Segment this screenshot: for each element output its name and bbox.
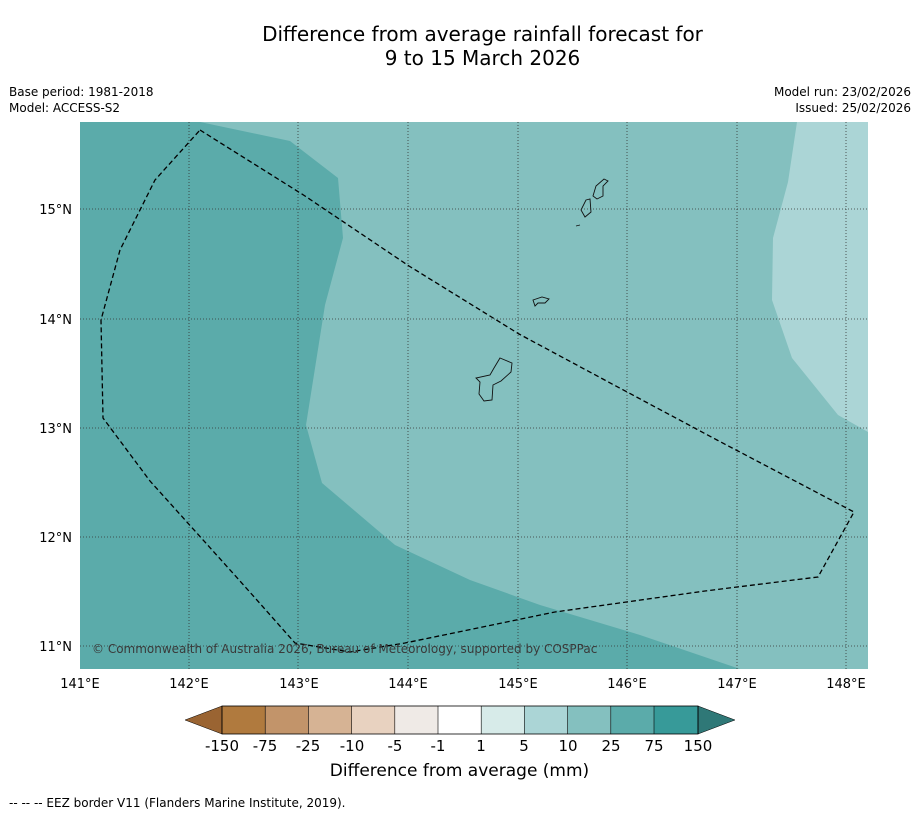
lon-label-147: 147°E (717, 677, 757, 692)
zone-5-10 (772, 122, 868, 432)
gridlines (80, 122, 868, 669)
island-tinian (580, 198, 592, 218)
colorbar-seg-3 (308, 706, 352, 734)
island-saipan (592, 178, 609, 200)
colorbar-seg-11 (654, 706, 698, 734)
colorbar-arrow-high (697, 705, 736, 735)
cb-tick-2: -75 (253, 737, 278, 755)
colorbar-seg-5 (394, 706, 438, 734)
cb-tick-11: 75 (644, 737, 663, 755)
island-guam (475, 357, 513, 402)
colorbar-seg-7 (481, 706, 525, 734)
lon-label-142: 142°E (169, 677, 209, 692)
cb-tick-8: 5 (519, 737, 529, 755)
lon-label-141: 141°E (60, 677, 100, 692)
colorbar-seg-6 (438, 706, 482, 734)
lat-label-12: 12°N (39, 531, 72, 546)
lon-labels: 141°E 142°E 143°E 144°E 145°E 146°E 147°… (60, 677, 866, 692)
cb-tick-7: 1 (476, 737, 486, 755)
lon-label-148: 148°E (826, 677, 866, 692)
title-line-1: Difference from average rainfall forecas… (262, 22, 703, 46)
lon-label-143: 143°E (279, 677, 319, 692)
cb-tick-9: 10 (558, 737, 577, 755)
lat-label-14: 14°N (39, 313, 72, 328)
lon-label-144: 144°E (388, 677, 428, 692)
lon-label-145: 145°E (498, 677, 538, 692)
meta-right: Model run: 23/02/2026 Issued: 25/02/2026 (774, 84, 911, 116)
map-area: © Commonwealth of Australia 2026, Bureau… (80, 122, 868, 669)
eez-border (100, 129, 855, 653)
island-aguijan (575, 224, 581, 227)
colorbar-seg-9 (567, 706, 611, 734)
cb-tick-6: -1 (431, 737, 446, 755)
eez-footnote: -- -- -- EEZ border V11 (Flanders Marine… (9, 796, 346, 810)
colorbar-seg-2 (265, 706, 309, 734)
cb-tick-5: -5 (388, 737, 403, 755)
cb-tick-3: -25 (296, 737, 321, 755)
cb-tick-4: -10 (340, 737, 365, 755)
island-rota (532, 296, 550, 307)
lat-label-15: 15°N (39, 203, 72, 218)
lat-label-11: 11°N (39, 640, 72, 655)
colorbar-seg-10 (610, 706, 654, 734)
islands (475, 178, 609, 402)
zone-10-25 (200, 122, 868, 669)
title-line-2: 9 to 15 March 2026 (384, 46, 581, 70)
lat-label-13: 13°N (39, 422, 72, 437)
colorbar: -150 -75 -25 -10 -5 -1 1 5 10 25 75 150 (184, 705, 736, 755)
base-period: Base period: 1981-2018 (9, 85, 154, 99)
issued-date: Issued: 25/02/2026 (795, 101, 911, 115)
colorbar-seg-8 (524, 706, 568, 734)
cb-tick-1: -150 (205, 737, 239, 755)
cb-tick-12: 150 (684, 737, 713, 755)
map-title: Difference from average rainfall forecas… (0, 22, 919, 70)
colorbar-title: Difference from average (mm) (329, 761, 590, 781)
lon-label-146: 146°E (607, 677, 647, 692)
meta-left: Base period: 1981-2018 Model: ACCESS-S2 (9, 84, 154, 116)
model-name: Model: ACCESS-S2 (9, 101, 121, 115)
colorbar-arrow-low (184, 705, 223, 735)
colorbar-seg-4 (351, 706, 395, 734)
lat-labels: 15°N 14°N 13°N 12°N 11°N (39, 203, 72, 655)
copyright-text: © Commonwealth of Australia 2026, Bureau… (92, 642, 597, 656)
colorbar-seg-1 (222, 706, 266, 734)
cb-tick-10: 25 (601, 737, 620, 755)
model-run: Model run: 23/02/2026 (773, 85, 911, 99)
